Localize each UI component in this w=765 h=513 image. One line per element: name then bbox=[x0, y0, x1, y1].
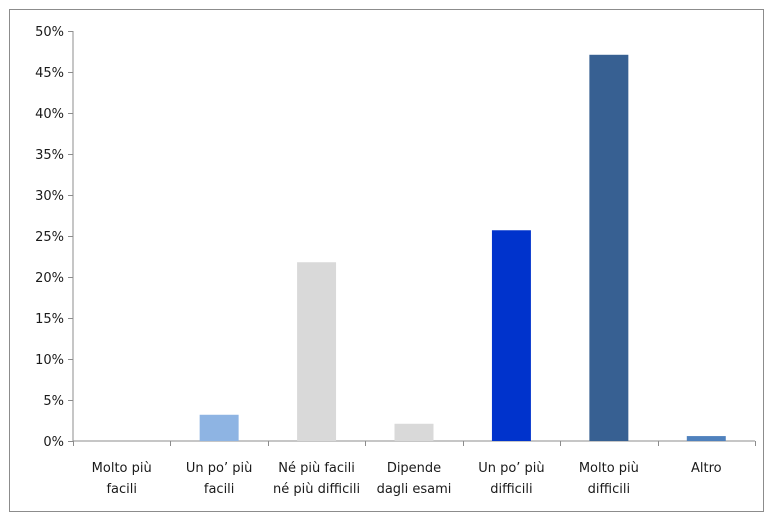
x-axis-category-labels: Molto più facili Un po’ più facili Né più fa… bbox=[92, 461, 722, 497]
bar bbox=[686, 436, 726, 441]
y-tick-label: 5% bbox=[43, 394, 64, 409]
chart-frame bbox=[9, 9, 764, 512]
y-tick-label: 50% bbox=[35, 25, 64, 40]
bar bbox=[491, 230, 531, 441]
y-tick-label: 0% bbox=[43, 435, 64, 450]
x-category-label: Né più facili né più difficili bbox=[273, 461, 360, 497]
bar bbox=[589, 54, 629, 441]
bar bbox=[199, 414, 239, 441]
y-tick-label: 35% bbox=[35, 148, 64, 163]
y-tick-label: 15% bbox=[35, 312, 64, 327]
y-tick-label: 20% bbox=[35, 271, 64, 286]
y-tick-label: 45% bbox=[35, 66, 64, 81]
x-category-label: Molto più difficili bbox=[579, 461, 639, 497]
y-axis-tick-labels: 0% 5% 10% 15% 20% 25% 30% 35% 40% 45% 50% bbox=[35, 25, 64, 450]
y-tick-label: 30% bbox=[35, 189, 64, 204]
x-category-label: Un po’ più facili bbox=[186, 461, 252, 497]
x-category-label: Altro bbox=[691, 461, 722, 476]
x-category-label: Molto più facili bbox=[92, 461, 152, 497]
x-category-label: Dipende dagli esami bbox=[377, 461, 452, 497]
y-tick-label: 10% bbox=[35, 353, 64, 368]
chart-axes bbox=[68, 31, 756, 446]
y-tick-label: 40% bbox=[35, 107, 64, 122]
chart-bars bbox=[199, 54, 726, 441]
y-tick-label: 25% bbox=[35, 230, 64, 245]
x-category-label: Un po’ più difficili bbox=[478, 461, 544, 497]
bar bbox=[297, 262, 337, 441]
bar bbox=[394, 423, 434, 441]
